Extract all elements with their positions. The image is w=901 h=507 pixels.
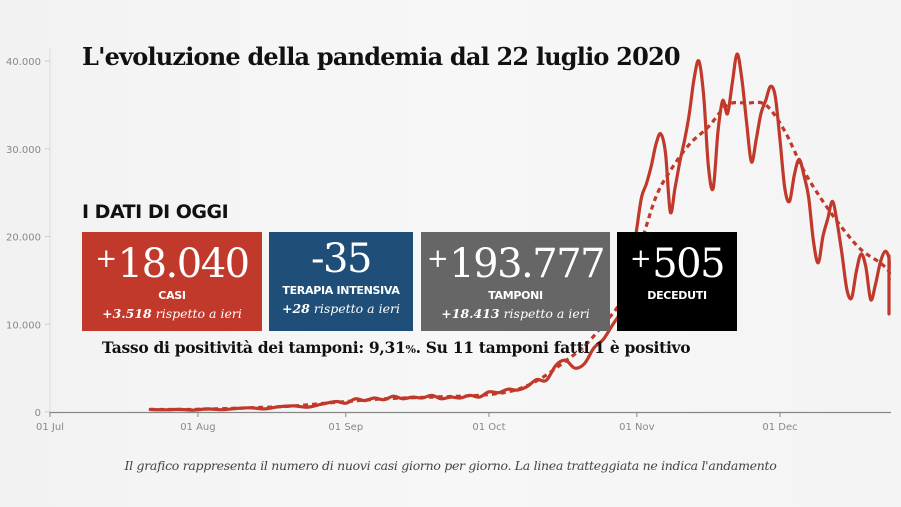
card-delta: +28 rispetto a ieri [269, 301, 413, 316]
card-delta: +18.413 rispetto a ieri [421, 306, 610, 321]
positivity-rate-text: Tasso di positività dei tamponi: 9,31%. … [102, 338, 691, 357]
x-tick-label: 01 Oct [472, 422, 505, 433]
card-sign: + [95, 244, 117, 274]
card-label: TERAPIA INTENSIVA [282, 284, 400, 297]
card-number: 18.040 [117, 241, 250, 287]
card-value: -35 [269, 236, 413, 282]
card-delta-value: +28 [282, 301, 310, 316]
card-delta-text: rispetto a ieri [309, 301, 400, 316]
positivity-pct-sign: % [405, 343, 416, 356]
card-delta-value: +18.413 [441, 306, 500, 321]
x-tick-label: 01 Aug [180, 422, 215, 433]
card-delta-value: +3.518 [102, 306, 152, 321]
card-label: DECEDUTI [647, 289, 707, 302]
positivity-prefix: Tasso di positività dei tamponi: 9,31 [102, 338, 406, 357]
card-deceduti: +505 DECEDUTI [617, 232, 737, 331]
y-axis-ticks: 0 10.000 20.000 30.000 40.000 [6, 57, 50, 419]
card-label: CASI [158, 289, 186, 302]
card-delta-text: rispetto a ieri [499, 306, 590, 321]
y-tick-label: 40.000 [6, 57, 41, 68]
y-tick-label: 0 [35, 408, 41, 419]
card-value: +18.040 [82, 236, 262, 287]
card-sign: + [629, 244, 652, 274]
today-heading: I DATI DI OGGI [82, 201, 229, 223]
x-tick-label: 01 Nov [619, 422, 655, 433]
x-tick-label: 01 Dec [762, 422, 797, 433]
y-tick-label: 30.000 [6, 145, 41, 156]
card-delta-text: rispetto a ieri [151, 306, 242, 321]
y-tick-label: 10.000 [6, 320, 41, 331]
chart-footnote: Il grafico rappresenta il numero di nuov… [124, 458, 777, 473]
card-number: 505 [652, 241, 725, 287]
card-label: TAMPONI [488, 289, 543, 302]
card-value: +193.777 [421, 236, 610, 287]
card-terapia-intensiva: -35 TERAPIA INTENSIVA +28 rispetto a ier… [269, 232, 413, 331]
x-axis-ticks: 01 Jul 01 Aug 01 Sep 01 Oct 01 Nov 01 Dec [36, 412, 798, 433]
positivity-suffix: . Su 11 tamponi fatti 1 è positivo [415, 338, 691, 357]
chart-title: L'evoluzione della pandemia dal 22 lugli… [82, 42, 681, 71]
daily-cases-line [148, 52, 891, 412]
card-value: +505 [617, 236, 737, 287]
card-casi: +18.040 CASI +3.518 rispetto a ieri [82, 232, 262, 331]
card-number: -35 [311, 236, 372, 282]
card-sign: + [426, 244, 449, 274]
card-delta: +3.518 rispetto a ieri [82, 306, 262, 321]
x-tick-label: 01 Jul [36, 422, 64, 433]
card-number: 193.777 [449, 241, 605, 287]
card-tamponi: +193.777 TAMPONI +18.413 rispetto a ieri [421, 232, 610, 331]
x-tick-label: 01 Sep [328, 422, 363, 433]
y-tick-label: 20.000 [6, 233, 41, 244]
